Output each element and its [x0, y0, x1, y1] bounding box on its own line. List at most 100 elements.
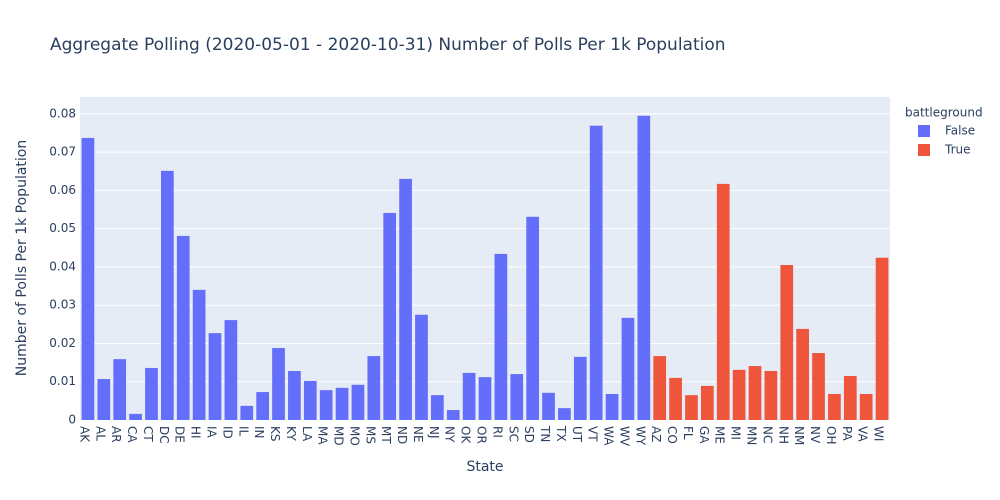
bar [573, 356, 587, 420]
bar [701, 385, 714, 420]
x-tick-label: MT [379, 426, 393, 444]
bar [145, 367, 158, 420]
bar [637, 115, 651, 420]
bar [81, 137, 95, 421]
x-tick-label: NC [760, 426, 774, 443]
x-tick-label: UT [570, 426, 584, 443]
bar [462, 372, 476, 420]
bar [446, 410, 460, 420]
x-tick-label: MI [729, 426, 743, 440]
bar [748, 366, 762, 420]
y-tick-label: 0.01 [49, 374, 76, 388]
bar [192, 289, 206, 420]
x-tick-label: HI [189, 426, 203, 439]
bar [732, 369, 746, 420]
y-tick-label: 0.03 [49, 298, 76, 312]
x-tick-label: PA [840, 426, 854, 441]
x-tick-label: SD [522, 426, 536, 443]
x-tick-label: GA [697, 426, 711, 444]
x-tick-label: MD [332, 426, 346, 446]
bar [335, 387, 349, 420]
x-tick-label: TN [538, 425, 552, 442]
bar [621, 317, 635, 420]
x-tick-label: AK [77, 426, 91, 443]
bar [256, 392, 269, 420]
bar [399, 178, 412, 420]
x-tick-label: WA [602, 426, 616, 446]
x-tick-label: AL [93, 426, 107, 441]
bar [510, 374, 524, 420]
bar [240, 405, 254, 420]
y-tick-label: 0.06 [49, 183, 76, 197]
bar [97, 379, 111, 420]
x-tick-label: DE [173, 426, 187, 443]
bar [764, 371, 778, 420]
x-tick-label: ID [220, 426, 234, 439]
bar [351, 384, 365, 420]
bar [875, 257, 889, 420]
bar [526, 216, 539, 420]
chart-title: Aggregate Polling (2020-05-01 - 2020-10-… [50, 35, 726, 55]
x-axis-label: State [466, 459, 503, 475]
x-tick-label: NM [792, 426, 806, 445]
x-tick-label: NH [776, 426, 790, 444]
x-tick-label: CT [141, 426, 155, 442]
x-tick-label: WI [872, 426, 886, 441]
x-tick-label: CA [125, 426, 139, 443]
bar [812, 353, 825, 420]
bar [478, 377, 492, 420]
bar [716, 183, 730, 420]
y-tick-label: 0.04 [49, 259, 76, 273]
x-tick-label: NE [411, 426, 425, 443]
x-tick-label: MO [347, 426, 361, 446]
x-tick-label: AZ [649, 426, 663, 442]
bar [605, 393, 619, 420]
bar [542, 392, 555, 420]
legend-swatch [918, 125, 930, 137]
bar [288, 371, 301, 420]
bar [208, 333, 222, 420]
bar [828, 393, 841, 420]
x-tick-label: LA [300, 426, 314, 442]
bar [383, 212, 397, 420]
y-tick-label: 0 [68, 413, 76, 427]
bar [415, 314, 428, 420]
x-tick-label: TX [554, 425, 568, 442]
x-tick-label: IA [205, 426, 219, 439]
legend-label: False [945, 124, 975, 138]
bar [319, 390, 333, 420]
bar [558, 408, 571, 420]
bar [494, 253, 508, 420]
legend-label: True [944, 143, 971, 157]
x-tick-label: NV [808, 426, 822, 444]
bar [589, 125, 603, 420]
bar [843, 375, 857, 420]
bar [176, 235, 190, 420]
x-tick-label: OR [475, 426, 489, 444]
x-tick-label: AR [109, 426, 123, 443]
x-tick-label: VT [586, 426, 600, 442]
bar [685, 395, 698, 420]
bar [431, 395, 444, 420]
x-tick-label: OK [459, 426, 473, 444]
bar [367, 356, 381, 420]
x-tick-label: WY [633, 426, 647, 446]
x-tick-label: DC [157, 426, 171, 444]
x-tick-label: MN [745, 426, 759, 445]
bar [129, 413, 142, 420]
x-tick-label: ME [713, 426, 727, 444]
x-tick-label: KY [284, 426, 298, 441]
legend-swatch [918, 144, 930, 156]
x-tick-label: RI [490, 426, 504, 438]
y-tick-label: 0.05 [49, 221, 76, 235]
bar [653, 356, 667, 420]
bar [272, 348, 285, 420]
x-tick-label: MS [363, 426, 377, 444]
bar [859, 393, 873, 420]
bar [161, 170, 174, 420]
x-tick-label: CO [665, 426, 679, 444]
y-axis-label: Number of Polls Per 1k Population [14, 140, 30, 376]
bar [796, 328, 809, 420]
x-tick-label: OH [824, 426, 838, 444]
